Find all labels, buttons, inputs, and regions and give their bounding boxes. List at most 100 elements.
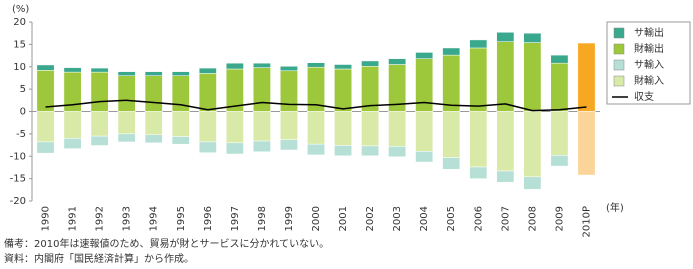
x-tick-label: 1995 [176,206,187,231]
x-tick-label: 1992 [95,206,106,231]
y-tick-label: 20 [13,17,26,28]
y-tick-label: 0 [20,107,26,118]
bar [117,133,136,143]
bar [442,111,461,158]
bar [252,111,271,142]
bar [144,134,163,144]
bar [550,155,569,167]
y-tick-label: 15 [13,39,26,50]
bar [90,67,109,73]
x-tick-label: 1998 [257,206,268,231]
bar [36,64,55,71]
bar [171,136,190,145]
x-tick-label: 1999 [284,206,295,231]
bar [523,42,542,112]
bar [90,111,109,137]
bar [63,138,82,149]
legend-label: 財輸出 [634,42,664,55]
bar [334,68,352,112]
legend-label: サ輸入 [634,58,664,71]
x-tick-label: 1994 [149,206,160,231]
bar [496,111,515,172]
bar [144,71,163,76]
bar [415,111,434,152]
bar [496,32,515,42]
bar [252,140,271,153]
legend-swatch [613,27,625,39]
bar [388,58,407,65]
bar [523,111,542,178]
bar [280,70,298,112]
x-tick-label: 2003 [392,206,403,231]
legend-label: 収支 [634,91,654,103]
bar [280,111,298,140]
x-tick-label: 1990 [41,206,52,231]
x-tick-label: 2010P [581,206,592,237]
bar [361,145,380,157]
bar [252,62,271,68]
bar [307,111,325,145]
x-tick-label: 2007 [500,206,511,231]
bar [334,64,352,70]
bar [307,143,325,156]
bar [469,47,488,112]
bar [36,141,55,154]
legend-swatch [613,43,625,55]
x-tick-label: 2005 [446,206,457,231]
bar [144,75,163,112]
bar [442,47,461,56]
bar [225,111,244,144]
bar [334,145,352,157]
x-tick-label: 2009 [554,206,565,231]
bar [388,111,407,147]
bar [442,54,461,112]
x-tick-label: 2006 [473,206,484,231]
bar [550,54,569,64]
bar [198,67,217,74]
bar [171,111,190,137]
legend-label: サ輸出 [634,26,664,39]
bar [198,111,217,143]
bar [469,111,488,168]
x-tick-label: 2008 [527,206,538,231]
bar [225,142,244,155]
x-tick-label: 2001 [338,206,349,231]
note: 資料：内閣府「国民経済計算」から作成。 [4,252,194,265]
line [45,99,587,112]
y-tick-label: -10 [10,151,26,162]
y-tick-label: 10 [13,62,26,73]
bar [577,111,596,176]
bar [36,70,55,112]
bar [415,52,434,59]
y-tick-label: 5 [20,84,26,95]
bar [523,176,542,190]
bar [469,39,488,49]
bar [117,111,136,135]
bar [225,62,244,70]
x-tick-label: 2004 [419,206,430,231]
bar [523,32,542,43]
y-tick-label: -20 [10,196,26,207]
legend-swatch [613,59,625,71]
bar [252,67,271,112]
bar [117,75,136,112]
note: 備考：2010年は速報値のため、貿易が財とサービスに分かれていない。 [4,237,329,250]
x-tick-label: 2002 [365,206,376,231]
bar [361,60,380,67]
bar [550,111,569,156]
bar [577,42,596,112]
bar [280,139,298,151]
x-tick-label: 1996 [203,206,214,231]
bar [280,66,298,72]
legend-label: 財輸入 [634,74,664,87]
y-tick-label: -15 [10,174,26,185]
bar [550,62,569,112]
y-axis-label: (%) [12,4,29,15]
bar [442,157,461,170]
bar [388,146,407,157]
bar [198,73,217,112]
bar [36,111,55,143]
x-tick-label: 1997 [230,206,241,231]
bar [415,151,434,163]
